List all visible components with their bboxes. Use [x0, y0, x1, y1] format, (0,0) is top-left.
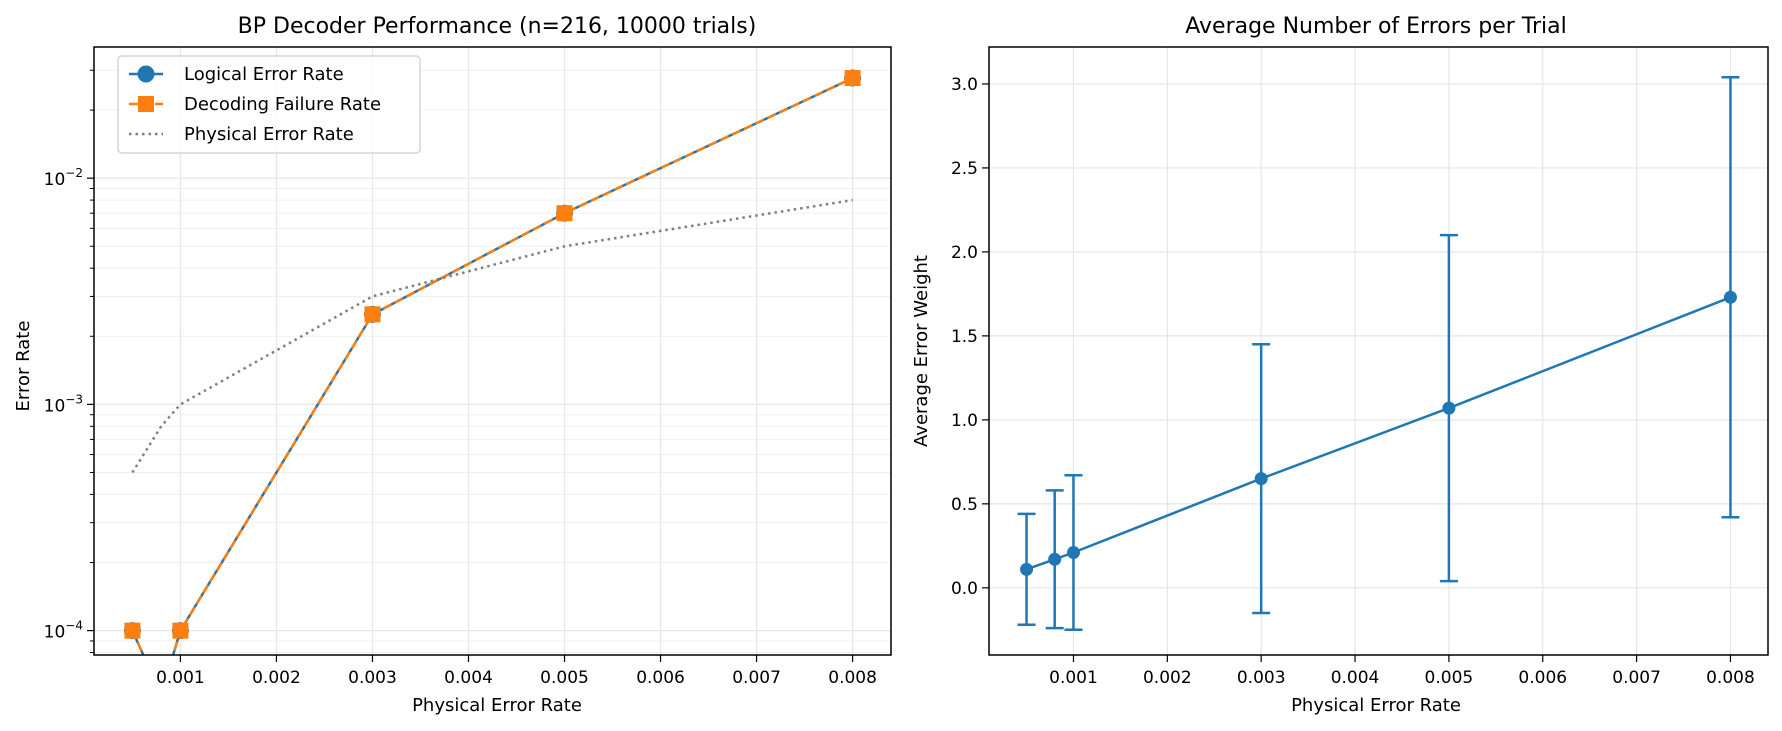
legend-frame	[117, 55, 421, 154]
x-tick-label: 0.003	[348, 668, 397, 688]
legend-label-failure: Decoding Failure Rate	[184, 94, 381, 115]
legend-label-physical: Physical Error Rate	[184, 124, 354, 145]
x-tick-label: 0.005	[540, 668, 589, 688]
y-tick-label: 0.5	[951, 495, 978, 515]
data-point-circle	[1066, 546, 1080, 560]
series-line-0	[131, 76, 854, 655]
y-tick-label: 3.0	[951, 75, 978, 95]
y-tick-label: 10−4	[44, 619, 83, 643]
data-point-circle	[1020, 562, 1034, 576]
plot-frame	[988, 46, 1769, 656]
y-tick-label: 0.0	[951, 579, 978, 599]
x-tick-label: 0.002	[1143, 668, 1192, 688]
series-line-1	[131, 76, 854, 655]
x-tick-label: 0.008	[1706, 668, 1755, 688]
y-tick-label: 2.0	[951, 243, 978, 263]
x-tick-label: 0.007	[1612, 668, 1661, 688]
x-tick-label: 0.007	[732, 668, 781, 688]
error-rate-chart: BP Decoder Performance (n=216, 10000 tri…	[13, 14, 892, 716]
legend-marker-logical	[137, 65, 155, 83]
chart2-title: Average Number of Errors per Trial	[1185, 14, 1566, 39]
x-tick-label: 0.003	[1237, 668, 1286, 688]
data-point-circle	[1723, 290, 1737, 304]
data-point-square	[364, 306, 381, 323]
x-tick-label: 0.005	[1425, 668, 1474, 688]
legend-marker-failure	[138, 96, 154, 112]
x-tick-label: 0.008	[828, 668, 877, 688]
x-tick-label: 0.006	[636, 668, 685, 688]
data-point-square	[556, 205, 573, 222]
chart1-x-axis-label: Physical Error Rate	[412, 695, 582, 716]
x-tick-label: 0.006	[1518, 668, 1567, 688]
y-tick-label: 10−2	[44, 166, 83, 190]
plot-frame	[93, 46, 892, 656]
chart2-y-axis-label: Average Error Weight	[911, 255, 932, 447]
y-tick-label: 10−3	[44, 392, 83, 416]
data-point-square	[172, 622, 189, 639]
chart1-y-axis-label: Error Rate	[13, 321, 34, 412]
error-weight-chart: Average Number of Errors per Trial 0.0 0.…	[911, 14, 1769, 716]
chart2-x-axis-label: Physical Error Rate	[1291, 695, 1461, 716]
y-tick-label: 1.0	[951, 411, 978, 431]
x-tick-label: 0.004	[444, 668, 493, 688]
chart1-title: BP Decoder Performance (n=216, 10000 tri…	[238, 14, 757, 39]
data-point-circle	[1048, 552, 1062, 566]
x-tick-label: 0.001	[156, 668, 205, 688]
series-line	[1026, 296, 1731, 571]
y-tick-label: 1.5	[951, 327, 978, 347]
data-point-square	[844, 70, 861, 87]
data-point-square	[124, 622, 141, 639]
y-tick-label: 2.5	[951, 159, 978, 179]
chart1-legend: Logical Error Rate Decoding Failure Rate…	[117, 55, 421, 154]
data-point-circle	[1442, 401, 1456, 415]
data-point-circle	[1254, 472, 1268, 486]
x-tick-label: 0.001	[1049, 668, 1098, 688]
x-tick-label: 0.004	[1331, 668, 1380, 688]
legend-label-logical: Logical Error Rate	[184, 64, 344, 85]
x-tick-label: 0.002	[252, 668, 301, 688]
